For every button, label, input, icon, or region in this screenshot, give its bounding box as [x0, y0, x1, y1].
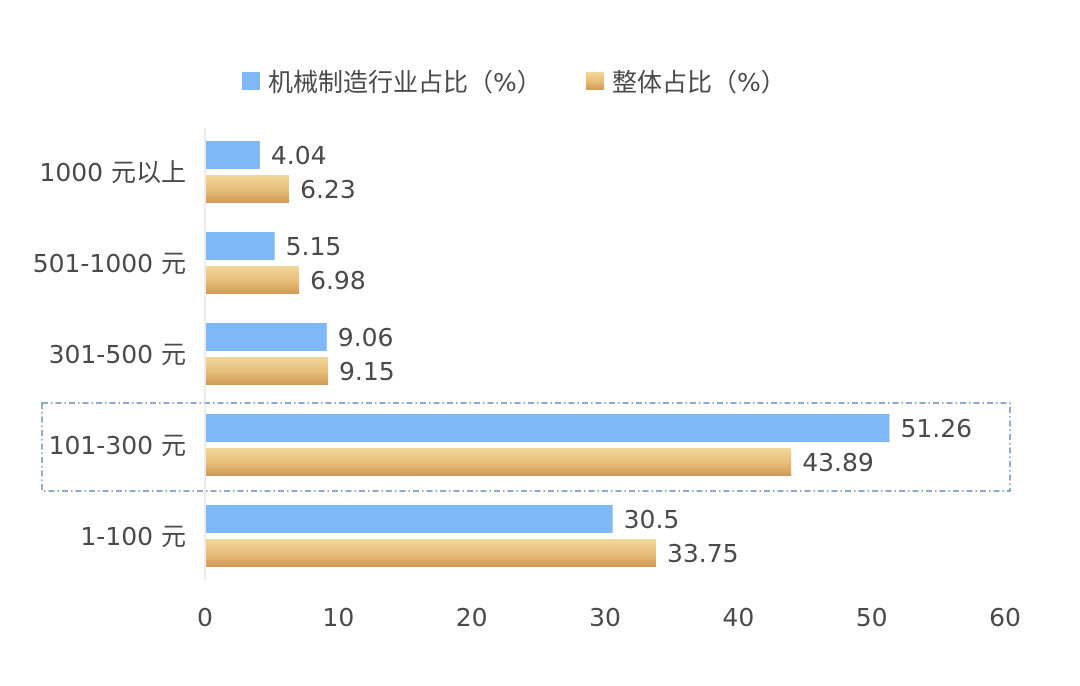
- x-tick-label: 0: [197, 603, 213, 632]
- category-labels: 1000 元以上 501-1000 元 301-500 元 101-300 元 1-10…: [33, 158, 186, 551]
- bar-series-1: [206, 414, 890, 442]
- highlight-box: [41, 402, 1011, 492]
- bar-series-2: [206, 175, 290, 203]
- bar-series-2: [206, 448, 792, 476]
- x-tick-label: 60: [989, 603, 1021, 632]
- legend-label-series-1: 机械制造行业占比（%）: [268, 68, 542, 97]
- data-label: 9.15: [339, 357, 395, 386]
- x-tick-label: 30: [589, 603, 621, 632]
- value-labels: 4.04 6.23 5.15 6.98 9.06 9.15 51.26 43.89 30.5 33…: [271, 141, 972, 568]
- data-label: 30.5: [624, 505, 680, 534]
- data-label: 43.89: [802, 448, 874, 477]
- legend-swatch-series-1: [242, 72, 260, 90]
- data-label: 33.75: [667, 539, 739, 568]
- legend-label-series-2: 整体占比（%）: [612, 68, 786, 97]
- bar-series-2: [206, 539, 656, 567]
- x-tick-label: 50: [856, 603, 888, 632]
- x-tick-label: 20: [456, 603, 488, 632]
- legend-swatch-series-2: [586, 72, 604, 90]
- bar-series-1: [206, 323, 327, 351]
- bar-series-2: [206, 266, 300, 294]
- data-label: 6.98: [310, 266, 366, 295]
- category-label: 1000 元以上: [39, 158, 186, 187]
- x-tick-label: 40: [722, 603, 754, 632]
- data-label: 4.04: [271, 141, 327, 170]
- data-label: 9.06: [338, 323, 394, 352]
- bars: [206, 141, 890, 567]
- x-axis-tick-labels: 0 10 20 30 40 50 60: [197, 603, 1021, 632]
- bar-series-2: [206, 357, 328, 385]
- bar-series-1: [206, 505, 613, 533]
- x-tick-label: 10: [322, 603, 354, 632]
- data-label: 51.26: [900, 414, 972, 443]
- bar-series-1: [206, 232, 275, 260]
- data-label: 5.15: [286, 232, 342, 261]
- bar-series-1: [206, 141, 260, 169]
- category-label: 1-100 元: [80, 522, 186, 551]
- data-label: 6.23: [300, 175, 356, 204]
- legend: 机械制造行业占比（%） 整体占比（%）: [242, 68, 786, 97]
- category-label: 101-300 元: [49, 431, 186, 460]
- category-label: 501-1000 元: [33, 249, 186, 278]
- category-label: 301-500 元: [49, 340, 186, 369]
